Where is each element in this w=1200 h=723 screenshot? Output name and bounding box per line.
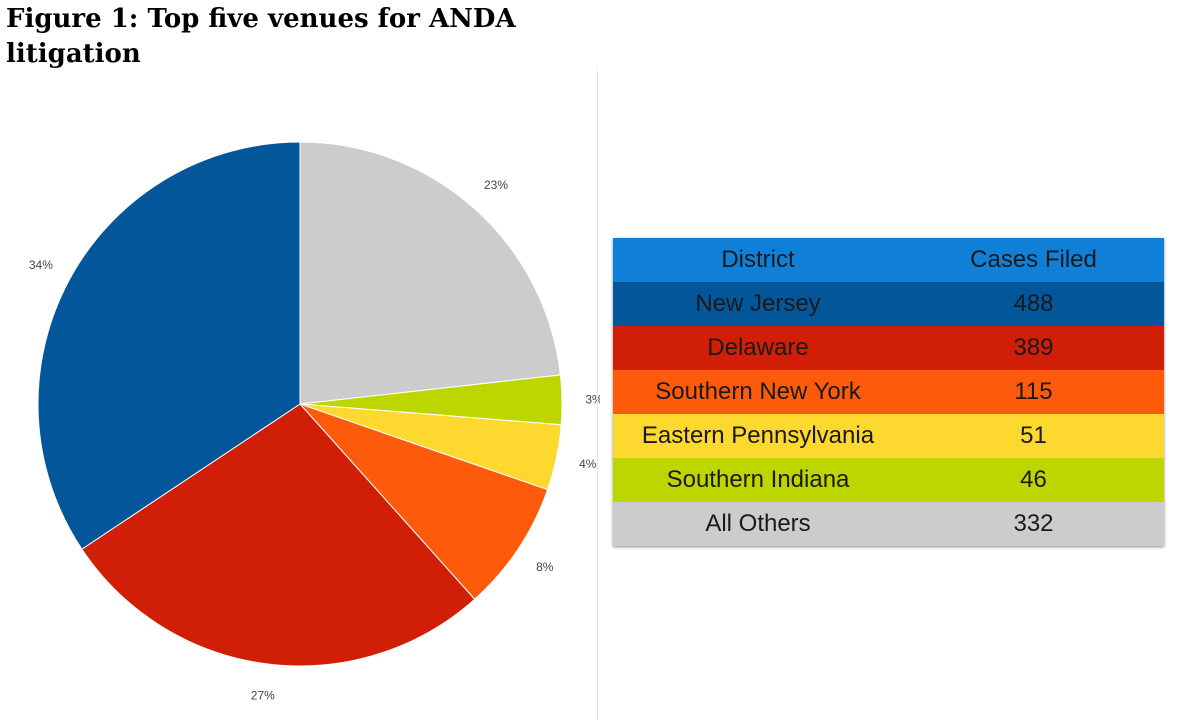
district-cell: All Others <box>705 510 811 537</box>
column-header-cases: Cases Filed <box>970 246 1097 273</box>
district-cell: Eastern Pennsylvania <box>641 422 875 449</box>
table-row: New Jersey 488 <box>613 282 1164 326</box>
figure-title: Figure 1: Top five venues for ANDA litig… <box>6 4 516 69</box>
table-header-row: District Cases Filed <box>613 238 1164 282</box>
pie-slice-southern-new-york <box>298 402 549 600</box>
table-row: Eastern Pennsylvania 51 <box>613 414 1164 458</box>
pie-slice-all-others <box>299 141 561 405</box>
table-row: Southern New York 115 <box>613 370 1164 414</box>
cases-cell: 488 <box>1013 290 1054 317</box>
pie-label-new-jersey: 34% <box>29 258 53 272</box>
district-cell: Southern New York <box>655 378 861 405</box>
pie-label-eastern-pennsylvania: 4% <box>579 457 597 471</box>
pie-label-all-others: 23% <box>484 178 508 192</box>
pie-slice-delaware <box>81 403 476 667</box>
cases-cell: 115 <box>1014 378 1053 405</box>
pie-chart: 23% 3% 4% 8% 27% 34% <box>29 141 600 703</box>
column-header-district: District <box>721 246 795 273</box>
table-row: Southern Indiana 46 <box>613 458 1164 502</box>
cases-cell: 332 <box>1013 510 1054 537</box>
pie-slice-new-jersey <box>37 141 301 550</box>
cases-cell: 389 <box>1013 334 1054 361</box>
table-row: All Others 332 <box>613 502 1164 546</box>
district-cell: New Jersey <box>695 290 821 317</box>
cases-cell: 46 <box>1020 466 1047 493</box>
district-cell: Southern Indiana <box>666 466 850 493</box>
table-row: Delaware 389 <box>613 326 1164 370</box>
cases-cell: 51 <box>1020 422 1047 449</box>
panel-divider <box>597 70 598 720</box>
district-cell: Delaware <box>707 334 809 361</box>
cases-table: District Cases Filed New Jersey 488 Dela… <box>613 238 1164 546</box>
pie-label-delaware: 27% <box>251 689 275 703</box>
pie-label-southern-new-york: 8% <box>536 560 554 574</box>
pie-label-southern-indiana: 3% <box>585 392 600 406</box>
